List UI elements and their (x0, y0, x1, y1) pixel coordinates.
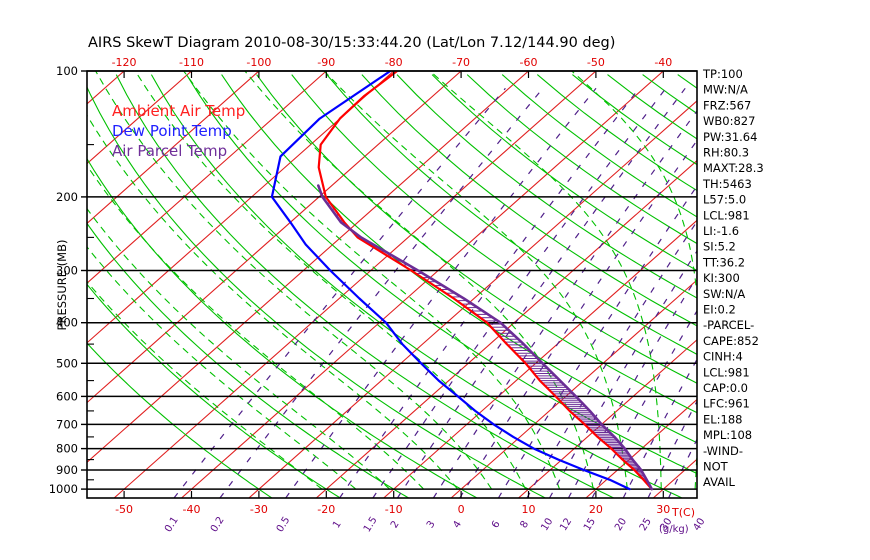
sidebar-item: PW:31.64 (703, 130, 757, 144)
sidebar-item: TT:36.2 (702, 255, 745, 269)
svg-text:600: 600 (56, 389, 78, 403)
sidebar-item: NOT (703, 460, 729, 474)
sidebar-item: WB0:827 (703, 114, 755, 128)
svg-text:-110: -110 (179, 56, 204, 69)
sidebar-item: -PARCEL- (703, 318, 754, 332)
legend: Ambient Air Temp Dew Point Temp Air Parc… (112, 102, 245, 160)
sidebar-item: KI:300 (703, 271, 740, 285)
sidebar-item: -WIND- (703, 444, 743, 458)
svg-text:500: 500 (56, 356, 78, 370)
legend-ambient-air-temp: Ambient Air Temp (112, 102, 245, 120)
sidebar-item: SI:5.2 (703, 240, 736, 254)
sidebar-item: SW:N/A (703, 287, 745, 301)
svg-text:-80: -80 (385, 56, 403, 69)
svg-text:200: 200 (56, 190, 78, 204)
svg-text:300: 300 (56, 264, 78, 278)
svg-text:-90: -90 (317, 56, 335, 69)
sidebar-item: TH:5463 (702, 177, 752, 191)
sidebar-item: TP:100 (702, 67, 743, 81)
svg-text:-10: -10 (385, 503, 403, 516)
plot-frame (86, 70, 698, 499)
sidebar-item: LI:-1.6 (703, 224, 739, 238)
bottom-temperature-axis: -50 -40 -30 -20 -10 0 10 20 30 (115, 491, 670, 516)
sidebar-item: MPL:108 (703, 428, 752, 442)
svg-text:1000: 1000 (49, 482, 78, 496)
svg-text:30: 30 (656, 503, 670, 516)
svg-text:2: 2 (389, 519, 402, 530)
sidebar-item: RH:80.3 (703, 146, 749, 160)
svg-text:-120: -120 (112, 56, 137, 69)
mixing-ratio-lines (173, 87, 697, 498)
svg-text:3: 3 (425, 519, 438, 530)
mixing-ratio-axis-title: (g/kg) (659, 524, 689, 535)
sidebar-item: LCL:981 (703, 208, 750, 222)
moist-adiabat-lines (87, 71, 697, 490)
sidebar-item: LCL:981 (703, 365, 750, 379)
svg-text:6: 6 (490, 519, 503, 530)
svg-text:20: 20 (589, 503, 603, 516)
svg-text:8: 8 (518, 519, 531, 530)
sidebar-item: MW:N/A (703, 83, 748, 97)
svg-text:700: 700 (56, 417, 78, 431)
svg-text:10: 10 (521, 503, 535, 516)
svg-text:-50: -50 (587, 56, 605, 69)
svg-text:-30: -30 (250, 503, 268, 516)
svg-text:-60: -60 (520, 56, 538, 69)
svg-text:900: 900 (56, 463, 78, 477)
pressure-axis: 100 200 300 400 500 600 700 800 900 1000 (49, 64, 94, 496)
sidebar-item: EL:188 (703, 412, 743, 426)
sidebar-item: EI:0.2 (703, 303, 736, 317)
isotherm-lines (87, 71, 697, 498)
svg-text:100: 100 (56, 64, 78, 78)
svg-text:4: 4 (451, 519, 464, 530)
legend-dew-point-temp: Dew Point Temp (112, 122, 232, 140)
svg-text:-50: -50 (115, 503, 133, 516)
sounding-curves (270, 71, 654, 491)
svg-text:-40: -40 (654, 56, 672, 69)
sidebar-item: FRZ:567 (703, 98, 751, 112)
sidebar-item: AVAIL (703, 475, 736, 489)
sidebar-item: CINH:4 (703, 350, 743, 364)
svg-text:1: 1 (331, 519, 344, 530)
svg-text:-20: -20 (317, 503, 335, 516)
sidebar-item: CAP:0.0 (703, 381, 748, 395)
pressure-axis-title: PRESSURE (MB) (55, 240, 69, 331)
svg-text:-70: -70 (452, 56, 470, 69)
sidebar-item: L57:5.0 (703, 193, 746, 207)
legend-air-parcel-temp: Air Parcel Temp (112, 142, 227, 160)
sidebar-item: LFC:961 (703, 397, 750, 411)
svg-text:400: 400 (56, 316, 78, 330)
chart-title: AIRS SkewT Diagram 2010-08-30/15:33:44.2… (88, 35, 615, 51)
svg-text:800: 800 (56, 442, 78, 456)
sidebar-item: MAXT:28.3 (703, 161, 764, 175)
svg-text:0: 0 (458, 503, 465, 516)
temperature-axis-title: T(C) (671, 506, 695, 519)
svg-text:-100: -100 (246, 56, 271, 69)
svg-text:-40: -40 (182, 503, 200, 516)
top-temperature-axis: -120 -110 -100 -90 -80 -70 -60 -50 -40 (112, 56, 672, 78)
sidebar-item: CAPE:852 (703, 334, 759, 348)
